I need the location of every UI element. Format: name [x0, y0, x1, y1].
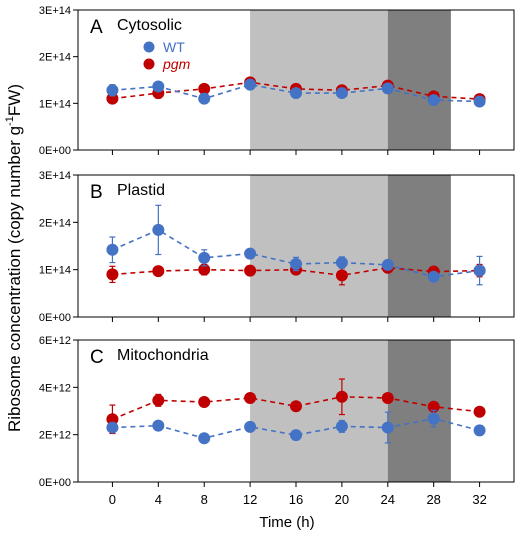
shading-band-light — [250, 340, 388, 482]
panel-letter: C — [90, 347, 104, 368]
x-tick-label: 4 — [155, 492, 162, 507]
data-point — [290, 429, 302, 442]
y-tick-label: 1E+14 — [39, 265, 71, 277]
y-tick-label: 3E+14 — [39, 170, 71, 182]
panel-title: Plastid — [117, 182, 165, 199]
series-wt — [106, 204, 486, 286]
data-point — [473, 424, 486, 437]
data-point — [152, 394, 165, 407]
data-point — [381, 82, 394, 95]
x-tick-label: 32 — [472, 492, 486, 507]
y-tick-label: 0E+00 — [39, 477, 71, 489]
data-point — [244, 420, 257, 433]
data-point — [198, 263, 211, 276]
data-point — [427, 412, 440, 425]
y-tick-label: 0E+00 — [39, 312, 71, 324]
data-point — [427, 94, 440, 107]
y-axis-label-prefix: Ribosome concentration (copy number g — [5, 126, 24, 432]
series-wt — [106, 409, 486, 445]
panel-letter: B — [90, 182, 103, 203]
series-wt — [106, 78, 486, 108]
data-point — [335, 390, 348, 403]
y-tick-label: 6E+12 — [39, 335, 71, 347]
data-point — [381, 421, 394, 434]
series-line — [112, 81, 480, 100]
y-tick-label: 3E+14 — [39, 5, 71, 17]
data-point — [106, 84, 119, 97]
legend-label-pgm: pgm — [162, 56, 191, 72]
y-tick-label: 2E+14 — [39, 52, 71, 64]
data-point — [335, 256, 348, 269]
data-point — [198, 396, 211, 409]
shading-band-dark — [387, 175, 451, 317]
data-point — [290, 257, 302, 270]
shading-band-dark — [387, 10, 451, 150]
data-point — [106, 421, 119, 434]
data-point — [290, 400, 302, 413]
legend-marker-pgm — [143, 58, 155, 70]
y-tick-label: 4E+12 — [39, 382, 71, 394]
data-point — [244, 264, 257, 277]
x-tick-label: 12 — [243, 492, 257, 507]
y-axis-label: Ribosome concentration (copy number g-1F… — [4, 84, 24, 432]
panel-title: Cytosolic — [117, 17, 182, 34]
x-tick-label: 28 — [426, 492, 440, 507]
data-point — [198, 251, 211, 264]
data-point — [198, 432, 211, 445]
panel-c: 0E+00 2E+12 4E+12 6E+12 C Mitochondria 0 4 8 12 16… — [39, 335, 515, 507]
data-point — [335, 420, 348, 433]
y-tick-label: 2E+12 — [39, 430, 71, 442]
shading-band-light — [250, 175, 388, 317]
data-point — [106, 268, 119, 281]
panel-letter: A — [90, 17, 103, 38]
data-point — [335, 87, 348, 100]
shading-band-dark — [387, 340, 451, 482]
legend-marker-wt — [143, 41, 155, 53]
legend-label-wt: WT — [163, 39, 185, 55]
data-point — [381, 258, 394, 271]
x-tick-label: 16 — [289, 492, 303, 507]
data-point — [244, 391, 257, 404]
panel-b: 0E+00 1E+14 2E+14 3E+14 B Plastid — [39, 170, 515, 324]
x-axis-label: Time (h) — [259, 514, 314, 531]
series-line — [112, 229, 480, 278]
data-point — [152, 80, 165, 93]
data-point — [152, 419, 165, 432]
data-point — [473, 264, 486, 277]
data-point — [106, 243, 119, 256]
data-point — [335, 269, 348, 282]
x-tick-label: 24 — [381, 492, 395, 507]
data-point — [244, 78, 257, 91]
panel-title: Mitochondria — [117, 347, 209, 364]
data-point — [381, 391, 394, 404]
data-point — [473, 405, 486, 418]
data-point — [198, 92, 211, 105]
y-tick-label: 1E+14 — [39, 98, 71, 110]
x-tick-label: 0 — [109, 492, 116, 507]
x-tick-label: 8 — [201, 492, 208, 507]
data-point — [244, 247, 257, 260]
series-line — [112, 395, 480, 421]
y-tick-label: 0E+00 — [39, 145, 71, 157]
data-point — [152, 265, 165, 278]
data-point — [198, 82, 211, 95]
y-axis-label-suffix: FW) — [5, 84, 24, 116]
y-tick-label: 2E+14 — [39, 217, 71, 229]
x-tick-label: 20 — [335, 492, 349, 507]
shading-band-light — [250, 10, 388, 150]
data-point — [473, 95, 486, 108]
data-point — [290, 87, 302, 100]
data-point — [427, 270, 440, 283]
data-point — [152, 223, 165, 236]
y-axis-label-superscript: -1 — [4, 116, 16, 126]
